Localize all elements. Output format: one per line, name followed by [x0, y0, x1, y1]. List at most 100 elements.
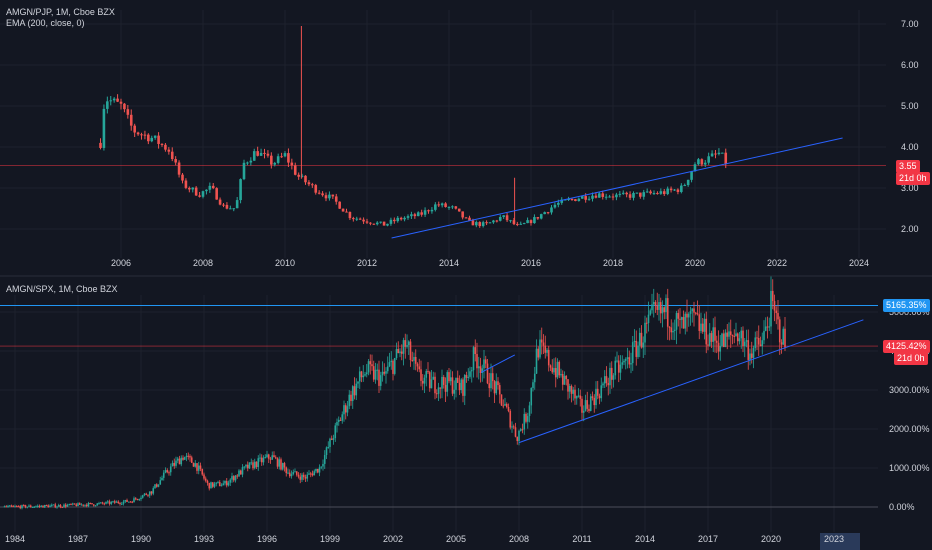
top-candle [427, 210, 430, 212]
bottom-candle [208, 482, 211, 489]
top-candle [502, 215, 505, 218]
bottom-y-tick-label: 5000.00% [889, 307, 930, 317]
bottom-candle [43, 504, 46, 508]
bottom-candle [425, 371, 428, 378]
top-x-tick-label: 2010 [275, 258, 295, 268]
bottom-candle [561, 373, 564, 385]
bottom-candle [129, 501, 132, 503]
bottom-candle [530, 387, 533, 406]
bottom-candle [652, 302, 655, 305]
bottom-candle [537, 348, 540, 358]
bottom-candle [33, 506, 36, 508]
bottom-candle [568, 385, 571, 392]
top-x-tick-label: 2016 [521, 258, 541, 268]
bottom-candle [327, 446, 330, 448]
bottom-candle [178, 458, 181, 465]
bottom-candle [283, 463, 286, 468]
bottom-candle [162, 472, 165, 478]
bottom-candle [719, 345, 722, 352]
top-candle [615, 194, 618, 198]
bottom-candle [705, 318, 708, 345]
bottom-candle [658, 302, 660, 310]
top-candle [505, 215, 509, 221]
bottom-candle [721, 333, 723, 346]
bottom-candle [631, 342, 634, 364]
bottom-candle [199, 465, 202, 469]
bottom-candle [75, 504, 78, 507]
bottom-candle [528, 405, 531, 417]
bottom-candle [57, 505, 60, 507]
bottom-candle [421, 380, 424, 384]
bottom-candle [539, 339, 541, 358]
bottom-candle [411, 360, 414, 362]
bottom-candle [276, 458, 279, 467]
top-candle [536, 217, 540, 219]
bottom-candle [61, 506, 64, 508]
bottom-candle [173, 462, 176, 466]
bottom-candle [31, 506, 34, 508]
top-candle [188, 187, 191, 190]
bottom-candle [294, 471, 296, 473]
bottom-candle [773, 301, 776, 311]
bottom-candle [598, 395, 601, 399]
bottom-candle [215, 482, 218, 484]
top-chart-panel [0, 10, 886, 258]
bottom-candle [434, 376, 436, 394]
top-candle [352, 218, 355, 220]
top-candle [533, 217, 536, 224]
bottom-candle [245, 464, 247, 467]
top-candle [157, 135, 160, 144]
top-candle [239, 179, 242, 201]
bottom-candle [311, 473, 314, 476]
top-candle [703, 162, 707, 165]
bottom-candle [381, 371, 384, 376]
bottom-candle [504, 403, 506, 406]
top-candle [314, 185, 318, 193]
top-candle [153, 135, 157, 138]
bottom-candle [204, 478, 207, 481]
top-price-tag: 3.55 [896, 160, 920, 173]
bottom-candle [455, 377, 457, 390]
bottom-candle [143, 493, 146, 496]
bottom-candle [700, 323, 702, 331]
top-candle [338, 201, 341, 209]
bottom-candle [271, 455, 274, 460]
bottom-candle [320, 466, 323, 468]
bottom-candle [17, 506, 20, 508]
bottom-candle [241, 467, 244, 475]
bottom-candle [498, 385, 501, 395]
bottom-candle [15, 506, 18, 508]
bottom-candle [145, 493, 148, 495]
bottom-candle [600, 385, 603, 399]
top-candle [109, 100, 113, 102]
bottom-candle [290, 474, 293, 477]
top-candle [673, 189, 676, 191]
top-candle [235, 200, 239, 209]
bottom-candle [628, 357, 631, 365]
bottom-candle [234, 475, 237, 481]
bottom-candle [362, 375, 365, 378]
bottom-chart-title[interactable]: AMGN/SPX, 1M, Cboe BZX [6, 284, 118, 294]
bottom-candle [278, 459, 281, 467]
bottom-candle [68, 503, 71, 505]
top-candle [560, 199, 564, 203]
top-candle [393, 219, 396, 222]
top-candle [341, 208, 345, 212]
bottom-candle [26, 506, 29, 508]
top-candle [194, 187, 198, 196]
top-candle [321, 193, 324, 196]
top-candle [690, 171, 693, 180]
bottom-candle [98, 503, 100, 505]
indicator-legend[interactable]: EMA (200, close, 0) [6, 18, 85, 28]
top-candle [372, 223, 376, 225]
top-candle [396, 217, 400, 222]
bottom-candle [572, 389, 575, 394]
top-chart-title[interactable]: AMGN/PJP, 1M, Cboe BZX [6, 7, 115, 17]
top-candle [635, 192, 639, 194]
bottom-candle [549, 365, 552, 368]
top-candle [283, 153, 287, 157]
top-countdown-tag: 21d 0h [896, 172, 930, 185]
top-candle [208, 185, 212, 190]
